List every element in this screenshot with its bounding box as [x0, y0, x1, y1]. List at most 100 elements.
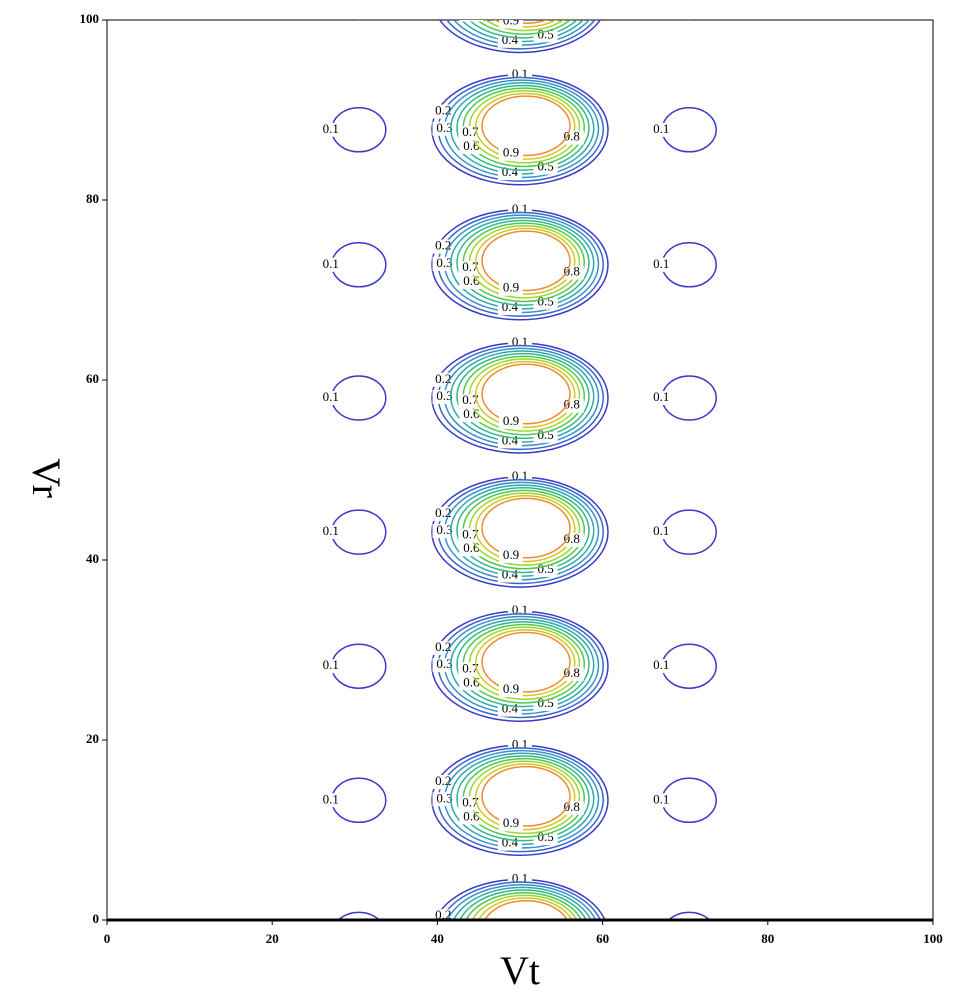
contour-label: 0.1 — [653, 121, 669, 136]
contour-label-bg — [459, 542, 484, 557]
contour-label: 0.7 — [462, 526, 479, 541]
contour-line — [440, 881, 602, 920]
contour-label: 0.1 — [512, 201, 528, 216]
contour-label: 0.9 — [503, 815, 519, 830]
contour-line — [481, 497, 571, 559]
contour-label-bg — [318, 391, 343, 405]
contour-label: 0.7 — [462, 259, 479, 274]
x-tick-label: 60 — [596, 931, 609, 946]
contour-label-bg — [498, 414, 523, 429]
contour-line — [483, 899, 569, 920]
contour-label: 0.2 — [435, 639, 451, 654]
contour-label-bg — [498, 817, 523, 832]
contour-label: 0.9 — [503, 413, 519, 428]
contour-label: 0.2 — [435, 103, 451, 118]
contour-label: 0.1 — [653, 389, 669, 404]
contour-line — [450, 82, 595, 175]
contour-line — [445, 20, 596, 50]
contour-label: 0.4 — [502, 566, 519, 581]
contour-label-bg — [431, 239, 456, 254]
contour-label: 0.1 — [323, 389, 339, 404]
contour-line — [456, 621, 590, 708]
contour-label: 0.6 — [463, 540, 480, 555]
x-tick-label: 40 — [431, 931, 444, 946]
contour-label-bg — [458, 931, 482, 945]
contour-label-bg — [533, 295, 558, 310]
contour-label: 0.9 — [503, 547, 519, 562]
contour-label: 0.2 — [435, 907, 451, 922]
contour-label-bg — [533, 831, 558, 846]
contour-label-bg — [431, 640, 456, 655]
contour-label: 0.1 — [323, 0, 339, 3]
contour-line — [468, 760, 581, 835]
contour-label: 0.3 — [436, 0, 452, 2]
contour-label-bg — [649, 525, 674, 540]
contour-line — [468, 20, 578, 39]
contour-label: 0.6 — [463, 138, 480, 153]
contour-label-bg — [318, 122, 343, 137]
contour-label: 0.4 — [502, 432, 519, 447]
contour-label: 0.7 — [462, 929, 479, 944]
contour-label: 0.6 — [463, 808, 480, 823]
contour-line — [484, 20, 565, 32]
contour-label: 0.1 — [653, 0, 669, 3]
contour-line — [503, 20, 549, 24]
contour-label-bg — [560, 935, 584, 949]
contour-line — [456, 755, 590, 842]
contour-line — [685, 20, 694, 21]
contour-label: 0.7 — [462, 0, 479, 7]
contour-label: 0.3 — [436, 120, 452, 135]
contour-label: 0.4 — [502, 835, 519, 850]
contour-label: 0.4 — [502, 299, 519, 314]
contour-label: 0.3 — [436, 388, 452, 403]
contour-line — [450, 484, 595, 577]
contour-label: 0.1 — [512, 468, 528, 483]
contour-line — [468, 90, 581, 164]
contour-line — [456, 84, 590, 171]
contour-line — [481, 363, 571, 425]
contour-label-bg — [498, 281, 523, 296]
contour-label-bg — [533, 696, 558, 711]
contour-line — [468, 225, 581, 299]
contour-line — [337, 911, 381, 920]
contour-label-bg — [319, 0, 343, 5]
contour-label-bg — [459, 20, 484, 22]
contour-label: 0.9 — [503, 280, 519, 295]
contour-label: 0.9 — [503, 145, 519, 160]
y-tick-label: 40 — [86, 551, 99, 566]
contour-line — [446, 883, 597, 920]
contour-label: 0.4 — [502, 164, 519, 179]
contour-label: 0.8 — [564, 799, 580, 814]
contour-label-bg — [498, 549, 523, 564]
contour-label-bg — [318, 793, 343, 808]
contour-label: 0.8 — [564, 397, 580, 412]
contour-line — [456, 219, 590, 306]
plot-area: 0.10.20.30.40.50.60.70.80.90.10.10.10.20… — [318, 0, 717, 949]
contour-label-bg — [318, 525, 343, 540]
contour-label-bg — [559, 265, 584, 280]
contour-label-bg — [459, 810, 484, 825]
contour-line — [475, 360, 576, 429]
contour-label-bg — [649, 793, 674, 808]
contour-label-bg — [533, 28, 558, 43]
contour-label: 0.7 — [462, 795, 479, 810]
contour-label-bg — [459, 408, 484, 423]
contour-line — [468, 492, 581, 566]
contour-line — [481, 765, 571, 827]
contour-label: 0.3 — [436, 790, 452, 805]
contour-label: 0.1 — [653, 925, 669, 940]
contour-line — [475, 494, 576, 563]
contour-label: 0.2 — [435, 371, 451, 386]
contour-line — [667, 911, 711, 920]
contour-label: 0.6 — [463, 406, 480, 421]
contour-label: 0.4 — [502, 32, 519, 47]
contour-line — [438, 20, 602, 54]
y-axis-label: Vr — [24, 458, 69, 498]
contour-label: 0.7 — [462, 124, 479, 139]
contour-label: 0.7 — [462, 392, 479, 407]
contour-line — [481, 631, 571, 693]
contour-label: 0.6 — [463, 674, 480, 689]
contour-label: 0.1 — [512, 870, 528, 885]
contour-label-bg — [649, 257, 674, 272]
